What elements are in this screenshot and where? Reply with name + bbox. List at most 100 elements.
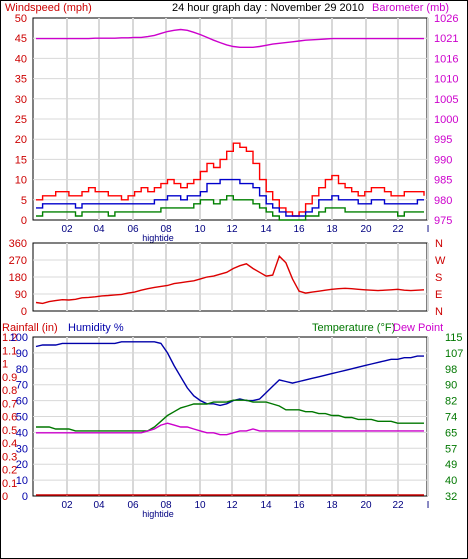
- direction-compass-label: E: [435, 289, 442, 301]
- climate-xtick-label: 04: [93, 500, 105, 511]
- rainfall-ytick-label: 1.1: [2, 345, 17, 357]
- wind-xtick-label: 22: [392, 224, 404, 235]
- rainfall-ytick-label: 0: [2, 491, 8, 503]
- barometer-ytick-label: 985: [434, 175, 452, 187]
- rainfall-ytick-label: 0.2: [2, 465, 17, 477]
- temperature-ytick-label: 40: [445, 475, 457, 487]
- wind-xtick-label: 02: [61, 224, 73, 235]
- rainfall-ytick-label: 0.5: [2, 425, 17, 437]
- temperature-ytick-label: 90: [445, 380, 457, 392]
- series-humidity: [35, 341, 424, 407]
- series-dewpoint: [36, 422, 424, 436]
- temperature-ytick-label: 32: [445, 491, 457, 503]
- temperature-ytick-label: 74: [445, 412, 457, 424]
- barometer-ytick-label: 995: [434, 134, 452, 146]
- barometer-axis-title: Barometer (mb): [372, 2, 449, 14]
- wind-ytick-label: 50: [15, 13, 27, 25]
- temperature-ytick-label: 98: [445, 364, 457, 376]
- temperature-ytick-label: 82: [445, 396, 457, 408]
- rainfall-ytick-label: 0.6: [2, 412, 17, 424]
- series-barometer: [36, 28, 424, 48]
- barometer-ytick-label: 1016: [434, 53, 458, 65]
- wind-ytick-label: 25: [15, 114, 27, 126]
- wind-xtick-label: 20: [360, 224, 372, 235]
- barometer-ytick-label: 975: [434, 215, 452, 227]
- barometer-ytick-label: 1021: [434, 33, 458, 45]
- barometer-ytick-label: 1010: [434, 74, 458, 86]
- rain-humidity-temperature-panel: 1.21.110.90.80.70.60.50.40.30.20.1010090…: [2, 332, 463, 519]
- rainfall-ytick-label: 0.3: [2, 451, 17, 463]
- temperature-ytick-label: 107: [445, 348, 463, 360]
- wind-ytick-label: 10: [15, 175, 27, 187]
- wind-xtick-label: 10: [194, 224, 206, 235]
- humidity-ytick-label: 40: [16, 427, 28, 439]
- rainfall-ytick-label: 0.8: [2, 385, 17, 397]
- humidity-ytick-label: 50: [16, 412, 28, 424]
- direction-compass-label: N: [435, 238, 443, 250]
- wind-xtick-label: 08: [160, 224, 172, 235]
- climate-xtick-label: 10: [194, 500, 206, 511]
- temperature-ytick-label: 115: [445, 332, 463, 344]
- series-low: [36, 195, 424, 221]
- barometer-ytick-label: 1005: [434, 94, 458, 106]
- climate-xtick-label: 02: [61, 500, 73, 511]
- climate-xtick-label: 14: [260, 500, 272, 511]
- climate-xtick-label: 06: [127, 500, 139, 511]
- wind-xtick-label: 14: [260, 224, 272, 235]
- wind-xtick-label: 18: [326, 224, 338, 235]
- direction-ytick-label: 180: [9, 272, 27, 284]
- rainfall-ytick-label: 1: [2, 359, 8, 371]
- series-average: [36, 178, 424, 217]
- direction-ytick-label: 270: [9, 255, 27, 267]
- climate-xtick-label: I: [427, 500, 430, 511]
- humidity-ytick-label: 0: [22, 491, 28, 503]
- humidity-ytick-label: 10: [16, 475, 28, 487]
- humidity-ytick-label: 80: [16, 364, 28, 376]
- climate-xtick-label: 16: [293, 500, 305, 511]
- wind-ytick-label: 45: [15, 33, 27, 45]
- direction-ytick-label: 0: [21, 306, 27, 318]
- climate-xtick-label: 22: [392, 500, 404, 511]
- temperature-ytick-label: 49: [445, 459, 457, 471]
- chart-labels: Windspeed (mph) 24 hour graph day : Nove…: [2, 2, 449, 334]
- wind-ytick-label: 5: [21, 195, 27, 207]
- humidity-ytick-label: 100: [10, 332, 28, 344]
- rainfall-ytick-label: 0.1: [2, 478, 17, 490]
- wind-ytick-label: 15: [15, 154, 27, 166]
- temperature-ytick-label: 57: [445, 443, 457, 455]
- wind-ytick-label: 40: [15, 53, 27, 65]
- series-temperature: [36, 399, 424, 432]
- temperature-ytick-label: 65: [445, 427, 457, 439]
- humidity-axis-title: Humidity %: [68, 322, 124, 334]
- series-direction: [35, 254, 425, 305]
- direction-compass-label: N: [435, 306, 443, 318]
- wind-ytick-label: 0: [21, 215, 27, 227]
- rainfall-ytick-label: 0.9: [2, 372, 17, 384]
- wind-xtick-label: I: [427, 224, 430, 235]
- barometer-ytick-label: 1026: [434, 13, 458, 25]
- direction-ytick-label: 360: [9, 238, 27, 250]
- climate-xtick-label: 18: [326, 500, 338, 511]
- humidity-ytick-label: 90: [16, 348, 28, 360]
- rainfall-axis-title: Rainfall (in): [2, 322, 58, 334]
- series-gust: [36, 142, 425, 217]
- climate-xtick-label: 08: [160, 500, 172, 511]
- climate-xnote: hightide: [142, 509, 174, 519]
- chart-title: 24 hour graph day : November 29 2010: [172, 2, 364, 14]
- wind-barometer-panel: 0 5 10 15 20 25 30 35 40 45 50 975 980 985 990 995 1000 1…: [15, 13, 459, 243]
- wind-ytick-label: 30: [15, 94, 27, 106]
- wind-xtick-label: 12: [226, 224, 238, 235]
- humidity-ytick-label: 30: [16, 443, 28, 455]
- rainfall-ytick-label: 0.7: [2, 398, 17, 410]
- windspeed-axis-title: Windspeed (mph): [5, 2, 92, 14]
- temperature-axis-title: Temperature (°F): [312, 322, 395, 334]
- wind-xtick-label: 06: [127, 224, 139, 235]
- climate-xtick-label: 12: [226, 500, 238, 511]
- direction-compass-label: W: [435, 255, 446, 267]
- direction-ytick-label: 90: [15, 289, 27, 301]
- barometer-ytick-label: 1000: [434, 114, 458, 126]
- wind-ytick-label: 20: [15, 134, 27, 146]
- direction-compass-label: S: [435, 272, 442, 284]
